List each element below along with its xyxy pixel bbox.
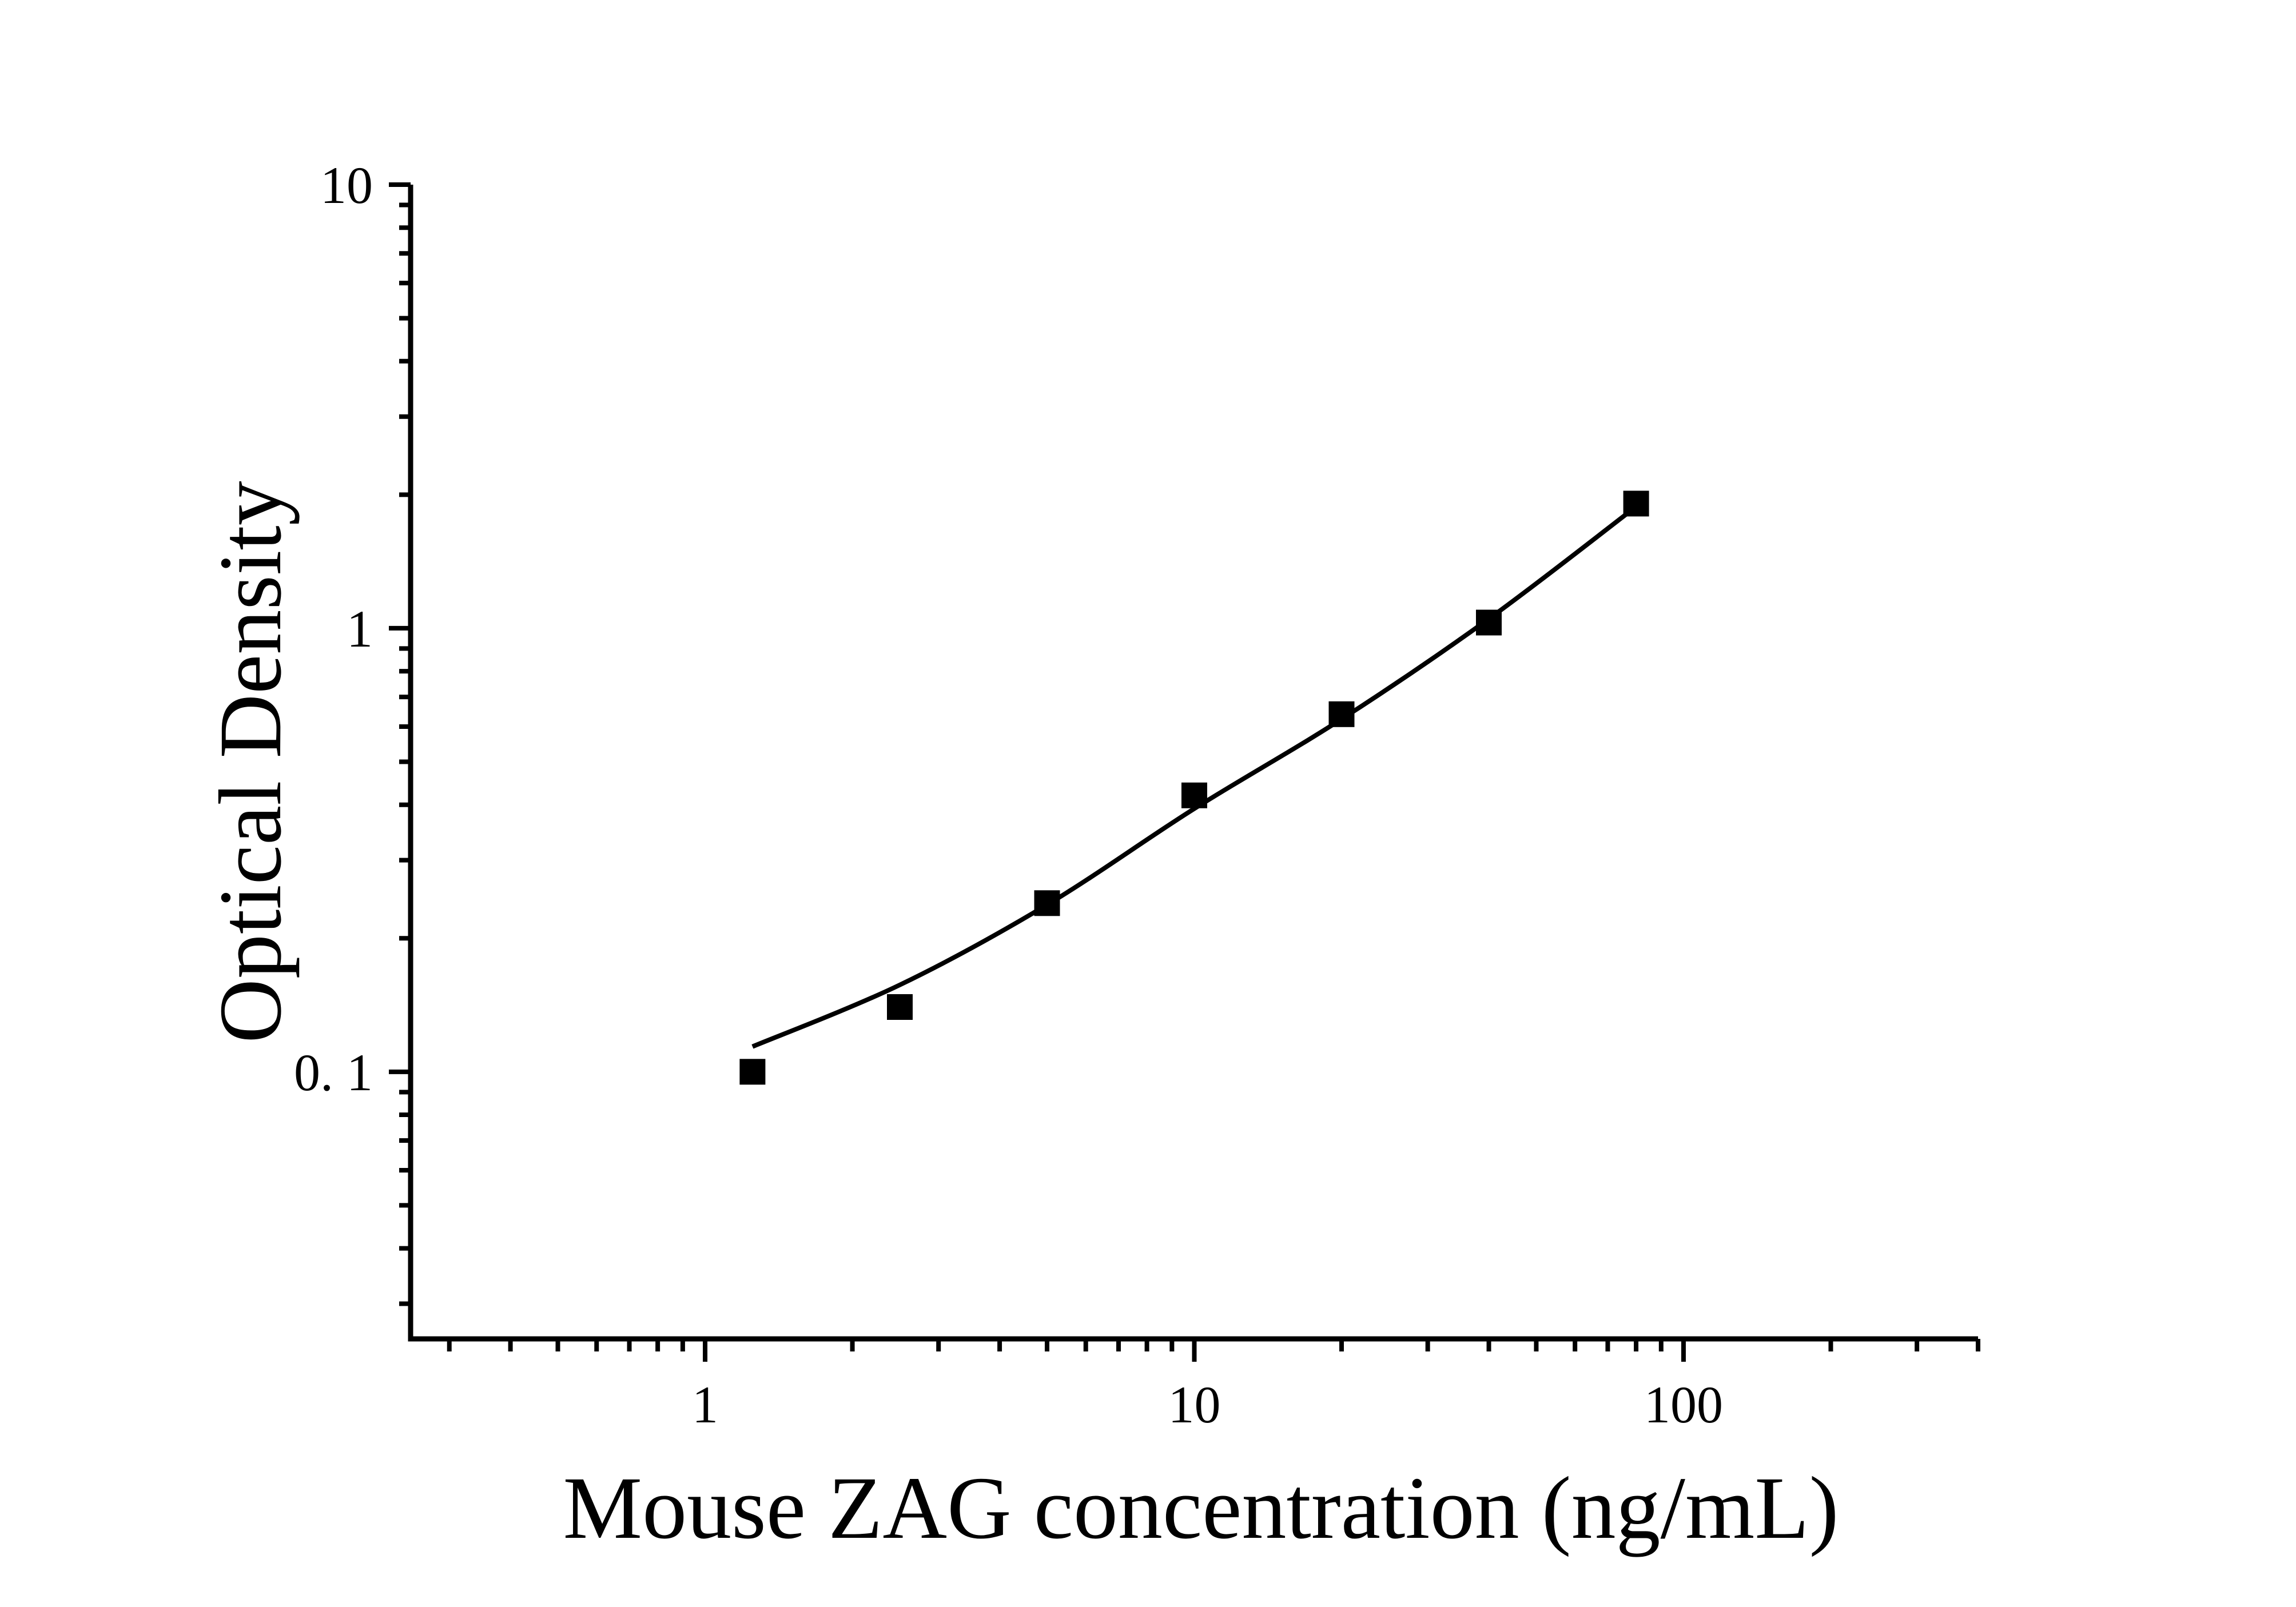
data-point-marker: [1476, 609, 1502, 636]
plot-axes: [408, 185, 1978, 1342]
data-points-group: [739, 491, 1649, 1085]
data-point-marker: [1034, 890, 1060, 916]
ticks-group: [389, 182, 1980, 1362]
y-tick-label: 10: [320, 156, 373, 214]
x-tick-label: 10: [1168, 1375, 1221, 1434]
x-tick-label: 1: [692, 1375, 718, 1434]
data-point-marker: [1623, 491, 1649, 517]
y-tick-label: 1: [347, 600, 373, 658]
x-axis-title: Mouse ZAG concentration (ng/mL): [563, 1458, 1839, 1557]
axes-group: [408, 185, 1978, 1342]
data-point-marker: [1181, 782, 1207, 808]
data-point-marker: [1328, 701, 1355, 727]
x-tick-label: 100: [1644, 1375, 1723, 1434]
data-point-marker: [739, 1059, 766, 1085]
fit-curve: [751, 505, 1638, 1049]
fit-curve-group: [751, 505, 1638, 1049]
data-point-marker: [887, 994, 913, 1020]
tick-labels-group: 1 10 100 0. 1 1 10: [294, 156, 1723, 1434]
y-axis-title: Optical Density: [201, 481, 300, 1043]
y-tick-label: 0. 1: [294, 1043, 373, 1102]
